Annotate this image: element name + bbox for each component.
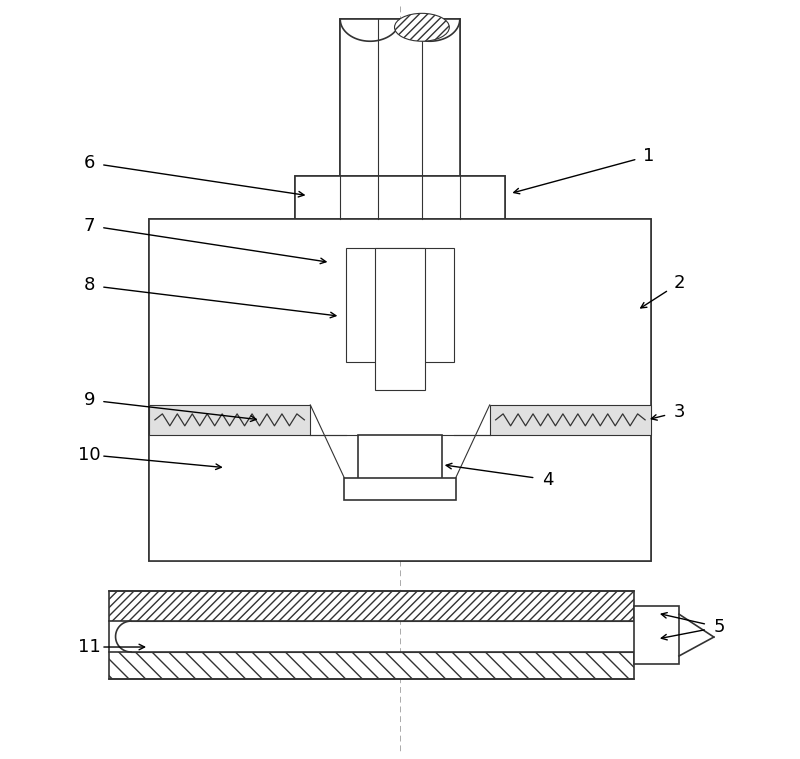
Text: 10: 10 <box>78 446 101 464</box>
Bar <box>149 405 310 435</box>
Bar <box>358 435 442 490</box>
Text: 1: 1 <box>643 146 654 165</box>
Bar <box>378 19 422 176</box>
Bar <box>344 477 456 499</box>
Bar <box>340 19 400 176</box>
Ellipse shape <box>394 14 450 41</box>
Bar <box>400 219 651 562</box>
Bar <box>340 19 460 176</box>
Text: 11: 11 <box>78 638 101 656</box>
Text: 8: 8 <box>83 276 95 294</box>
Text: 9: 9 <box>83 391 95 409</box>
Text: 6: 6 <box>83 154 95 172</box>
Text: 2: 2 <box>674 274 685 292</box>
Bar <box>295 176 505 219</box>
Bar <box>149 219 651 562</box>
Bar <box>109 652 634 679</box>
Bar <box>346 248 454 362</box>
Text: 7: 7 <box>83 216 95 235</box>
Bar <box>378 176 422 219</box>
Bar <box>310 219 490 435</box>
Bar <box>634 606 679 664</box>
Bar <box>295 176 400 219</box>
Bar <box>149 219 400 562</box>
Bar <box>375 248 425 390</box>
Polygon shape <box>149 435 310 562</box>
Bar <box>400 19 460 176</box>
Text: 3: 3 <box>674 403 685 421</box>
Bar <box>109 591 634 621</box>
Text: 4: 4 <box>542 471 554 489</box>
Bar <box>400 176 505 219</box>
Bar <box>490 405 651 435</box>
Text: 5: 5 <box>713 618 725 636</box>
